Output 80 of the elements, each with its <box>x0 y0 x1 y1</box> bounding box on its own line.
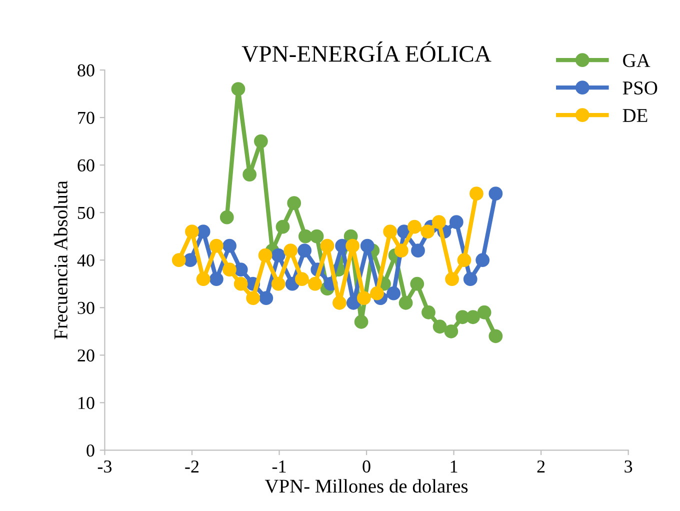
point <box>254 134 268 148</box>
point <box>172 253 186 268</box>
point <box>271 248 286 262</box>
legend-label: DE <box>622 109 648 122</box>
y-tick-label: 20 <box>78 349 94 362</box>
point <box>209 238 224 253</box>
point <box>476 253 490 268</box>
legend-label: GA <box>623 54 650 68</box>
y-tick-label: 30 <box>78 302 94 314</box>
point <box>242 168 257 182</box>
point <box>432 215 446 230</box>
point <box>220 210 234 224</box>
point <box>394 244 408 258</box>
y-tick-label: 60 <box>78 159 94 172</box>
point <box>488 329 503 344</box>
point <box>310 229 324 244</box>
y-tick-label: 0 <box>86 444 94 457</box>
point <box>346 238 360 253</box>
y-tick-label: 10 <box>78 396 94 410</box>
point <box>488 186 503 201</box>
legend-label: PSO <box>622 82 658 95</box>
point <box>231 82 246 96</box>
point <box>246 291 260 306</box>
point <box>222 238 236 253</box>
point <box>234 276 248 291</box>
y-tick-label: 40 <box>77 254 94 267</box>
y-tick-label: 80 <box>78 64 94 76</box>
x-tick-label: 2 <box>537 460 545 472</box>
point <box>420 224 435 239</box>
x-tick-label: 0 <box>362 460 370 473</box>
point <box>185 224 199 239</box>
point <box>222 262 236 277</box>
point <box>449 215 464 230</box>
point <box>445 272 459 286</box>
point <box>346 296 360 310</box>
point <box>383 224 398 239</box>
point <box>320 238 334 253</box>
point <box>360 238 374 253</box>
x-tick-label: -2 <box>185 460 199 472</box>
point <box>298 229 312 244</box>
point <box>463 272 478 286</box>
point <box>386 286 401 300</box>
point <box>284 244 298 258</box>
point <box>209 272 224 286</box>
point <box>410 276 424 291</box>
point <box>276 220 290 234</box>
point <box>354 314 368 329</box>
point <box>398 296 413 310</box>
y-tick-label: 50 <box>78 206 94 220</box>
point <box>258 248 272 262</box>
x-tick-label: 1 <box>450 460 458 472</box>
point <box>234 262 248 277</box>
point <box>271 276 286 291</box>
point <box>422 305 436 320</box>
point <box>411 244 425 258</box>
point <box>444 324 458 338</box>
y-tick-label: 70 <box>78 112 94 124</box>
point <box>477 305 492 320</box>
point <box>259 291 274 306</box>
point <box>432 320 447 334</box>
point <box>457 253 472 268</box>
point <box>196 224 210 239</box>
chart-title: VPN-ENERGÍA EÓLICA <box>242 41 492 62</box>
point <box>466 310 480 324</box>
point <box>308 276 322 291</box>
y-axis-title: Frecuencia Absoluta <box>54 180 68 340</box>
point <box>295 272 309 286</box>
x-axis-title: VPN- Millones de dolares <box>264 479 468 493</box>
point <box>196 272 210 286</box>
x-tick-label: 3 <box>624 460 632 473</box>
point <box>332 296 346 310</box>
point <box>408 220 422 234</box>
x-tick-label: -1 <box>272 460 286 472</box>
point <box>470 186 484 201</box>
point <box>183 253 198 268</box>
point <box>356 291 371 306</box>
point <box>370 286 384 300</box>
point <box>298 244 312 258</box>
point <box>287 196 302 210</box>
x-tick-label: -3 <box>98 460 112 473</box>
